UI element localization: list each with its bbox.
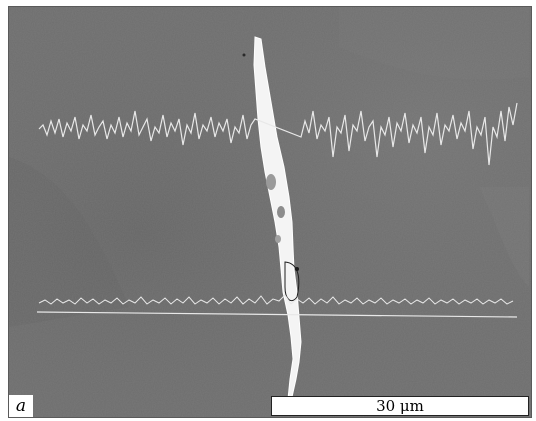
scale-bar: 30 μm: [271, 396, 529, 416]
micrograph-image: [9, 7, 531, 417]
dark-particle-2: [242, 53, 246, 57]
crack-pore-2: [277, 206, 285, 218]
dark-particle: [295, 267, 299, 271]
crack-pore: [266, 174, 276, 190]
matrix-texture: [9, 7, 531, 417]
upper-profile-trace: [38, 102, 518, 166]
lower-profile-trace: [38, 294, 514, 305]
micrograph-frame: a 30 μm: [8, 6, 532, 418]
panel-label: a: [9, 395, 33, 417]
crack-inclusion-outline: [284, 261, 300, 302]
profile-baseline: [36, 311, 518, 318]
crack-pore-3: [275, 235, 281, 243]
